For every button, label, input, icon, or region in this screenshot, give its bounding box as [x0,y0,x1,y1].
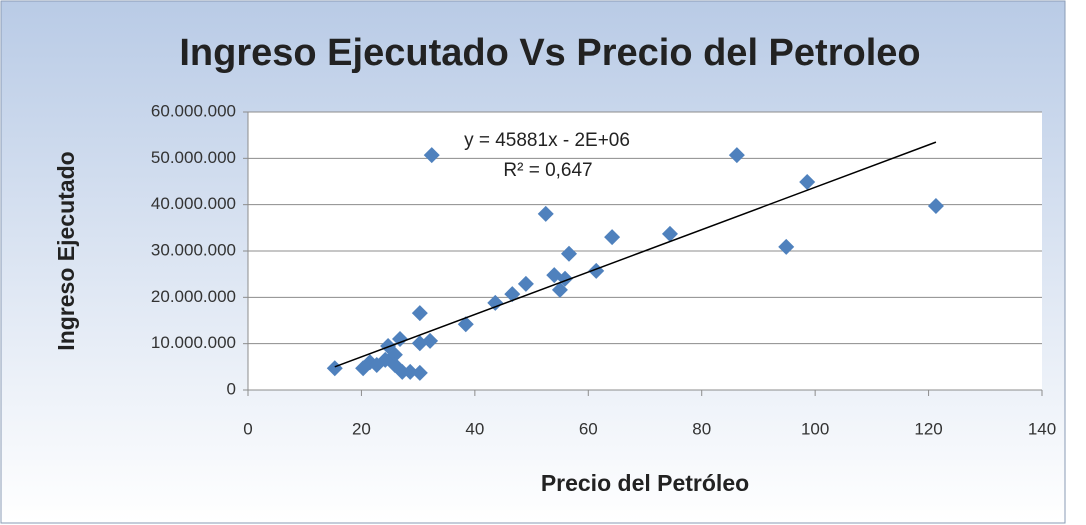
y-tick-label: 50.000.000 [151,148,236,167]
point [778,238,795,255]
y-tick-label: 10.000.000 [151,333,236,352]
point [728,147,745,164]
x-tick-label: 120 [914,419,942,438]
x-tick-label: 140 [1028,419,1056,438]
y-tick-label: 0 [227,379,236,398]
point [411,335,428,352]
x-tick-label: 0 [243,419,252,438]
chart-title: Ingreso Ejecutado Vs Precio del Petroleo [179,32,920,74]
x-tick-label: 100 [801,419,829,438]
trendline [334,141,937,368]
point [799,173,816,190]
trendline-r2: R² = 0,647 [503,160,592,181]
y-tick-label: 30.000.000 [151,240,236,259]
point [411,305,428,322]
point [386,356,403,373]
point [326,360,343,377]
point [487,294,504,311]
point [927,198,944,215]
point [537,205,554,222]
point [402,363,419,380]
x-tick-label: 20 [352,419,371,438]
x-tick-label: 80 [692,419,711,438]
point [661,225,678,242]
x-tick-label: 60 [579,419,598,438]
y-tick-label: 20.000.000 [151,287,236,306]
point [517,275,534,292]
point [391,331,408,348]
point [604,229,621,246]
point [411,364,428,381]
point [457,316,474,333]
point [423,147,440,164]
y-tick-label: 60.000.000 [151,101,236,120]
point [561,245,578,262]
trendline-equation: y = 45881x - 2E+06 [464,130,630,151]
point [551,281,568,298]
point [504,286,521,303]
point [368,356,385,373]
y-tick-label: 40.000.000 [151,194,236,213]
point [355,360,372,377]
x-tick-label: 40 [465,419,484,438]
point [546,267,563,284]
y-axis-title: Ingreso Ejecutado [53,151,79,350]
x-axis-title: Precio del Petróleo [541,470,749,496]
